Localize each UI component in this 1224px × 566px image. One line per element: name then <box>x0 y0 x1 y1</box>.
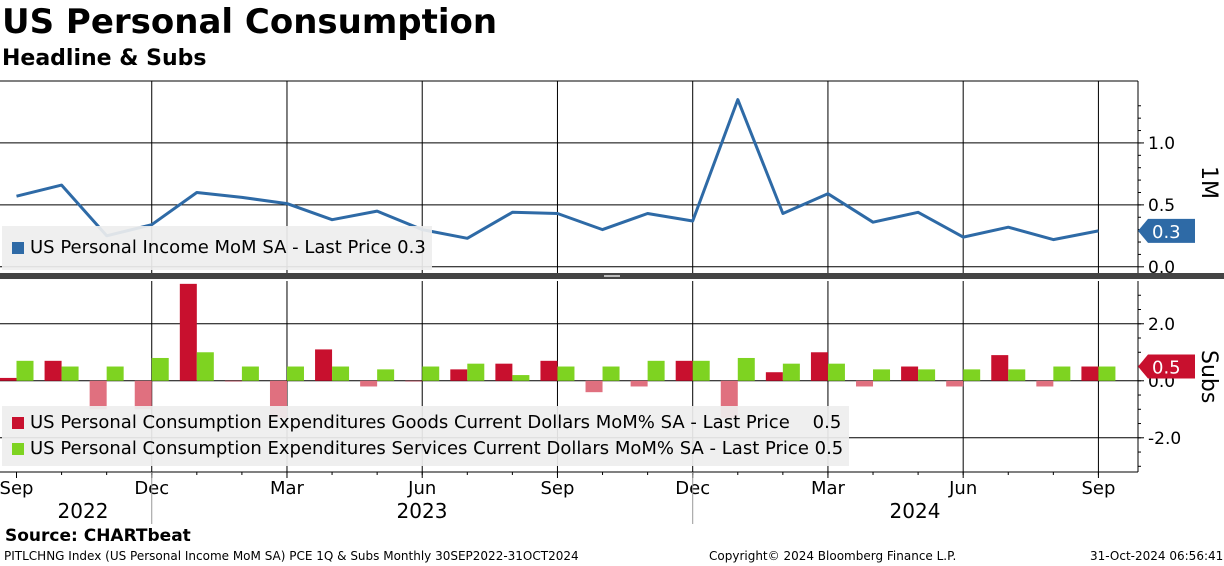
services-bar <box>963 369 981 381</box>
x-year-label: 2024 <box>890 499 941 523</box>
income-legend-swatch <box>12 242 24 254</box>
goods-bar <box>1036 380 1054 387</box>
services-bar <box>1008 369 1026 381</box>
source-note: Source: CHARTbeat <box>5 526 191 546</box>
x-month-label: Jun <box>407 478 436 499</box>
x-month-label: Mar <box>811 478 846 499</box>
income-last-value-label: 0.3 <box>1152 222 1181 243</box>
goods-bar <box>856 380 874 387</box>
goods-bar <box>901 366 919 381</box>
goods-last-value-label: 0.5 <box>1152 358 1181 379</box>
goods-bar <box>450 369 468 381</box>
services-bar <box>61 366 79 381</box>
services-bar <box>557 366 575 381</box>
goods-bar <box>495 363 513 381</box>
top-y-tick-label: 0.5 <box>1148 196 1175 216</box>
goods-bar <box>179 283 197 381</box>
services-bar <box>286 366 304 381</box>
services-bar <box>377 369 395 381</box>
goods-bar <box>360 380 378 387</box>
goods-bar <box>765 372 783 381</box>
chart-title: US Personal Consumption <box>2 2 498 42</box>
services-bar <box>332 366 350 381</box>
goods-legend-swatch <box>12 417 24 429</box>
goods-bar <box>946 380 964 387</box>
income-last-value-tag <box>1138 218 1195 243</box>
goods-bar <box>1081 366 1099 381</box>
services-bar <box>873 369 891 381</box>
services-bar <box>827 363 845 381</box>
chart-subtitle: Headline & Subs <box>2 46 207 71</box>
bottom-y-tick-label: -2.0 <box>1148 429 1181 449</box>
services-bar <box>782 363 800 381</box>
x-year-label: 2023 <box>397 499 448 523</box>
services-bar <box>16 360 34 381</box>
services-bar <box>1098 366 1116 381</box>
services-bar <box>196 352 214 381</box>
copyright: Copyright© 2024 Bloomberg Finance L.P. <box>709 549 957 563</box>
services-bar <box>422 366 440 381</box>
top-y-tick-label: 1.0 <box>1148 134 1175 154</box>
x-month-label: Mar <box>270 478 305 499</box>
goods-bar <box>675 360 693 381</box>
goods-bar <box>585 380 603 393</box>
bottom-y-tick-label: 2.0 <box>1148 315 1175 335</box>
top-y-tick-label: 0.0 <box>1148 258 1175 278</box>
services-bar <box>467 363 485 381</box>
income-legend: US Personal Income MoM SA - Last Price 0… <box>2 226 432 270</box>
goods-legend-label: US Personal Consumption Expenditures Goo… <box>30 412 842 433</box>
services-bar <box>737 357 755 381</box>
income-legend-label: US Personal Income MoM SA - Last Price 0… <box>30 237 426 258</box>
goods-bar <box>405 380 423 382</box>
x-month-label: Sep <box>1081 478 1115 499</box>
services-bar <box>918 369 936 381</box>
goods-bar <box>315 349 333 381</box>
services-bar <box>602 366 620 381</box>
goods-bar <box>540 360 558 381</box>
services-bar <box>692 360 710 381</box>
goods-bar <box>134 380 152 410</box>
x-month-label: Sep <box>0 478 33 499</box>
services-bar <box>647 360 665 381</box>
services-bar <box>512 375 530 381</box>
panel-separator-handle <box>604 275 620 277</box>
services-bar <box>106 366 124 381</box>
panel-label-subs: Subs <box>1196 350 1221 404</box>
goods-bar <box>0 377 17 381</box>
goods-bar <box>630 380 648 387</box>
services-legend-label: US Personal Consumption Expenditures Ser… <box>30 438 844 459</box>
goods-bar <box>224 380 242 382</box>
goods-last-value-tag <box>1138 354 1195 379</box>
x-month-label: Jun <box>948 478 977 499</box>
services-bar <box>241 366 259 381</box>
timestamp: 31-Oct-2024 06:56:41 <box>1090 549 1224 563</box>
goods-bar <box>810 352 828 381</box>
ticker-description: PITLCHNG Index (US Personal Income MoM S… <box>4 549 579 563</box>
x-year-label: 2022 <box>58 499 109 523</box>
goods-bar <box>89 380 107 410</box>
subs-legend: US Personal Consumption Expenditures Goo… <box>2 406 850 466</box>
services-legend-swatch <box>12 443 24 455</box>
goods-bar <box>991 355 1009 381</box>
services-bar <box>151 357 169 381</box>
panel-label-income: 1M <box>1196 166 1221 199</box>
services-bar <box>1053 366 1071 381</box>
goods-bar <box>44 360 62 381</box>
x-month-label: Sep <box>540 478 574 499</box>
